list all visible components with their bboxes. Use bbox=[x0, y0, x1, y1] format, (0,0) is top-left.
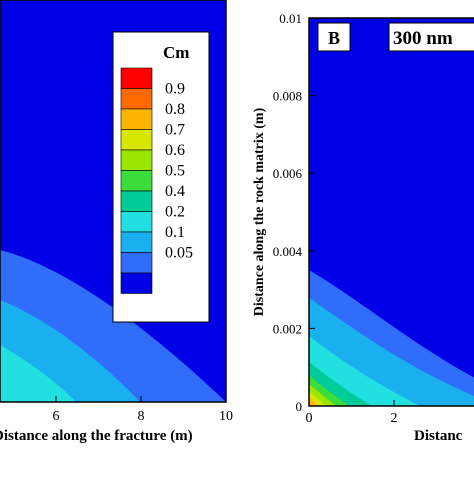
x-tick-label: 0 bbox=[306, 411, 313, 426]
panel-b-letter: B bbox=[328, 28, 340, 48]
panel-a-frame bbox=[0, 0, 227, 403]
panel-b-letter-box bbox=[317, 22, 351, 52]
legend-swatch bbox=[120, 67, 153, 89]
panel-b-size-box bbox=[388, 22, 474, 52]
x-tick-label: 8 bbox=[138, 409, 145, 424]
legend-level-label: 0.7 bbox=[165, 122, 185, 139]
legend-swatch bbox=[120, 252, 153, 274]
legend-level-label: 0.6 bbox=[165, 142, 185, 159]
legend-swatch bbox=[120, 272, 153, 294]
panel-b-y-ticks: 0 0.002 0.004 0.006 0.008 0.01 bbox=[273, 11, 315, 414]
legend-level-label: 0.4 bbox=[165, 183, 185, 200]
legend-level-label: 0.8 bbox=[165, 101, 185, 118]
panel-a-contour-0.2 bbox=[0, 345, 76, 402]
panel-a-x-axis-label: Distance along the fracture (m) bbox=[0, 428, 193, 444]
panel-a-x-ticks: 6 8 10 bbox=[53, 396, 233, 424]
y-tick-label: 0.002 bbox=[273, 321, 302, 336]
legend-swatch bbox=[120, 88, 153, 110]
legend-title: Cm bbox=[163, 43, 189, 62]
panel-b-y-axis-label: Distance along the rock matrix (m) bbox=[252, 107, 267, 316]
y-tick-label: 0.01 bbox=[279, 11, 302, 26]
y-tick-label: 0.006 bbox=[273, 166, 303, 181]
legend-swatch bbox=[120, 190, 153, 212]
y-tick-label: 0 bbox=[296, 399, 303, 414]
panel-a: 6 8 10 Distance along the fracture (m) Cm … bbox=[0, 0, 233, 444]
x-tick-label: 2 bbox=[391, 411, 398, 426]
legend-level-label: 0.1 bbox=[165, 224, 185, 241]
panel-b-contour-0.8 bbox=[309, 397, 318, 406]
legend-level-label: 0.9 bbox=[165, 81, 185, 98]
legend-level-label: 0.05 bbox=[165, 245, 193, 262]
legend-swatch bbox=[120, 231, 153, 253]
legend-swatch bbox=[120, 149, 153, 171]
panel-b-x-axis-label: Distanc bbox=[414, 428, 463, 444]
panel-b-size-label: 300 nm bbox=[393, 28, 453, 49]
panel-a-legend: Cm 0.9 0.8 0.7 0.6 0.5 0.4 0.2 0.1 0.05 bbox=[112, 31, 210, 323]
panel-b: B 300 nm 0 0.002 0.004 0.006 0.008 0.01 Dista… bbox=[252, 11, 474, 444]
legend-swatch bbox=[120, 170, 153, 192]
legend-swatch bbox=[120, 211, 153, 233]
legend-swatch bbox=[120, 108, 153, 130]
x-tick-label: 10 bbox=[219, 409, 233, 424]
legend-swatch bbox=[120, 129, 153, 151]
y-tick-label: 0.004 bbox=[273, 244, 303, 259]
legend-swatches: 0.9 0.8 0.7 0.6 0.5 0.4 0.2 0.1 0.05 bbox=[120, 67, 193, 294]
x-tick-label: 6 bbox=[53, 409, 60, 424]
y-tick-label: 0.008 bbox=[273, 89, 302, 104]
legend-level-label: 0.5 bbox=[165, 163, 185, 180]
legend-level-label: 0.2 bbox=[165, 204, 185, 221]
